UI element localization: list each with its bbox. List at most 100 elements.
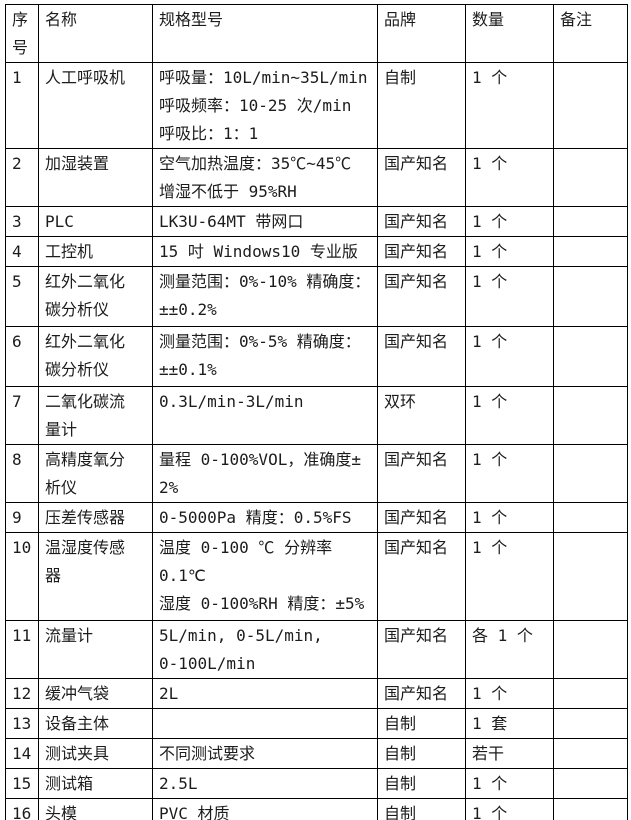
cell-brand: 国产知名 (377, 620, 466, 679)
cell-spec: 量程 0-100%VOL，准确度± 2% (152, 444, 378, 503)
cell-spec: 呼吸量：10L/min~35L/min 呼吸频率：10-25 次/min 呼吸比… (152, 62, 378, 149)
table-row: 12 缓冲气袋 2L 国产知名 1 个 (5, 678, 628, 709)
cell-note (553, 444, 628, 503)
cell-brand: 自制 (377, 768, 466, 799)
col-header-spec: 规格型号 (152, 4, 378, 63)
table-row: 5 红外二氧化 碳分析仪 测量范围：0%-10% 精确度： ±±0.2% 国产知… (5, 266, 628, 327)
cell-serial: 3 (5, 206, 39, 237)
cell-note (553, 738, 628, 769)
table-row: 4 工控机 15 吋 Windows10 专业版 国产知名 1 个 (5, 236, 628, 267)
equipment-spec-table: 序号 名称 规格型号 品牌 数量 备注 1 人工呼吸机 呼吸量：10L/min~… (5, 4, 628, 820)
table-row: 9 压差传感器 0-5000Pa 精度：0.5%FS 国产知名 1 个 (5, 502, 628, 533)
cell-serial: 2 (5, 148, 39, 207)
cell-name: 测试箱 (38, 768, 153, 799)
cell-brand: 自制 (377, 738, 466, 769)
cell-name: 红外二氧化 碳分析仪 (38, 326, 153, 387)
cell-brand: 国产知名 (377, 532, 466, 621)
cell-serial: 15 (5, 768, 39, 799)
cell-qty: 1 个 (465, 386, 554, 445)
cell-note (553, 502, 628, 533)
table-row: 1 人工呼吸机 呼吸量：10L/min~35L/min 呼吸频率：10-25 次… (5, 62, 628, 149)
cell-note (553, 798, 628, 820)
cell-spec: 测量范围：0%-10% 精确度： ±±0.2% (152, 266, 378, 327)
cell-note (553, 326, 628, 387)
cell-name: 设备主体 (38, 708, 153, 739)
cell-serial: 10 (5, 532, 39, 621)
cell-qty: 1 个 (465, 206, 554, 237)
cell-note (553, 148, 628, 207)
cell-note (553, 236, 628, 267)
cell-qty: 1 个 (465, 798, 554, 820)
cell-spec: 15 吋 Windows10 专业版 (152, 236, 378, 267)
cell-qty: 若干 (465, 738, 554, 769)
table-row: 15 测试箱 2.5L 自制 1 个 (5, 768, 628, 799)
cell-note (553, 678, 628, 709)
cell-qty: 1 套 (465, 708, 554, 739)
cell-name: 头模 (38, 798, 153, 820)
cell-brand: 国产知名 (377, 326, 466, 387)
cell-qty: 1 个 (465, 148, 554, 207)
cell-note (553, 386, 628, 445)
cell-brand: 自制 (377, 62, 466, 149)
cell-note (553, 620, 628, 679)
cell-spec: LK3U-64MT 带网口 (152, 206, 378, 237)
cell-note (553, 532, 628, 621)
cell-qty: 1 个 (465, 502, 554, 533)
cell-qty: 1 个 (465, 678, 554, 709)
cell-spec: 5L/min, 0-5L/min, 0-100L/min (152, 620, 378, 679)
cell-brand: 双环 (377, 386, 466, 445)
table-row: 14 测试夹具 不同测试要求 自制 若干 (5, 738, 628, 769)
table-row: 6 红外二氧化 碳分析仪 测量范围：0%-5% 精确度： ±±0.1% 国产知名… (5, 326, 628, 387)
col-header-name: 名称 (38, 4, 153, 63)
table-body: 1 人工呼吸机 呼吸量：10L/min~35L/min 呼吸频率：10-25 次… (5, 62, 628, 820)
cell-name: 红外二氧化 碳分析仪 (38, 266, 153, 327)
col-header-serial: 序号 (5, 4, 39, 63)
table-row: 3 PLC LK3U-64MT 带网口 国产知名 1 个 (5, 206, 628, 237)
cell-qty: 1 个 (465, 444, 554, 503)
cell-name: PLC (38, 206, 153, 237)
table-row: 16 头模 PVC 材质 自制 1 个 (5, 798, 628, 820)
col-header-note: 备注 (553, 4, 628, 63)
cell-spec (152, 708, 378, 739)
cell-name: 工控机 (38, 236, 153, 267)
cell-name: 加湿装置 (38, 148, 153, 207)
cell-spec: 不同测试要求 (152, 738, 378, 769)
cell-qty: 1 个 (465, 266, 554, 327)
table-row: 13 设备主体 自制 1 套 (5, 708, 628, 739)
cell-spec: 测量范围：0%-5% 精确度： ±±0.1% (152, 326, 378, 387)
cell-serial: 11 (5, 620, 39, 679)
cell-qty: 1 个 (465, 326, 554, 387)
cell-serial: 14 (5, 738, 39, 769)
cell-name: 高精度氧分 析仪 (38, 444, 153, 503)
col-header-qty: 数量 (465, 4, 554, 63)
cell-serial: 6 (5, 326, 39, 387)
cell-spec: 2.5L (152, 768, 378, 799)
cell-brand: 自制 (377, 798, 466, 820)
cell-serial: 7 (5, 386, 39, 445)
cell-brand: 国产知名 (377, 678, 466, 709)
cell-name: 缓冲气袋 (38, 678, 153, 709)
cell-name: 测试夹具 (38, 738, 153, 769)
cell-qty: 1 个 (465, 768, 554, 799)
table-row: 8 高精度氧分 析仪 量程 0-100%VOL，准确度± 2% 国产知名 1 个 (5, 444, 628, 503)
cell-qty: 1 个 (465, 532, 554, 621)
cell-name: 二氧化碳流 量计 (38, 386, 153, 445)
cell-qty: 各 1 个 (465, 620, 554, 679)
cell-note (553, 62, 628, 149)
table-row: 10 温湿度传感 器 温度 0-100 ℃ 分辨率 0.1℃ 湿度 0-100%… (5, 532, 628, 621)
cell-name: 流量计 (38, 620, 153, 679)
cell-serial: 12 (5, 678, 39, 709)
cell-note (553, 768, 628, 799)
cell-serial: 8 (5, 444, 39, 503)
cell-spec: 0.3L/min-3L/min (152, 386, 378, 445)
cell-spec: 2L (152, 678, 378, 709)
cell-brand: 国产知名 (377, 148, 466, 207)
cell-brand: 自制 (377, 708, 466, 739)
cell-brand: 国产知名 (377, 266, 466, 327)
cell-note (553, 206, 628, 237)
cell-name: 压差传感器 (38, 502, 153, 533)
table-row: 11 流量计 5L/min, 0-5L/min, 0-100L/min 国产知名… (5, 620, 628, 679)
cell-note (553, 708, 628, 739)
header-row: 序号 名称 规格型号 品牌 数量 备注 (5, 4, 628, 63)
